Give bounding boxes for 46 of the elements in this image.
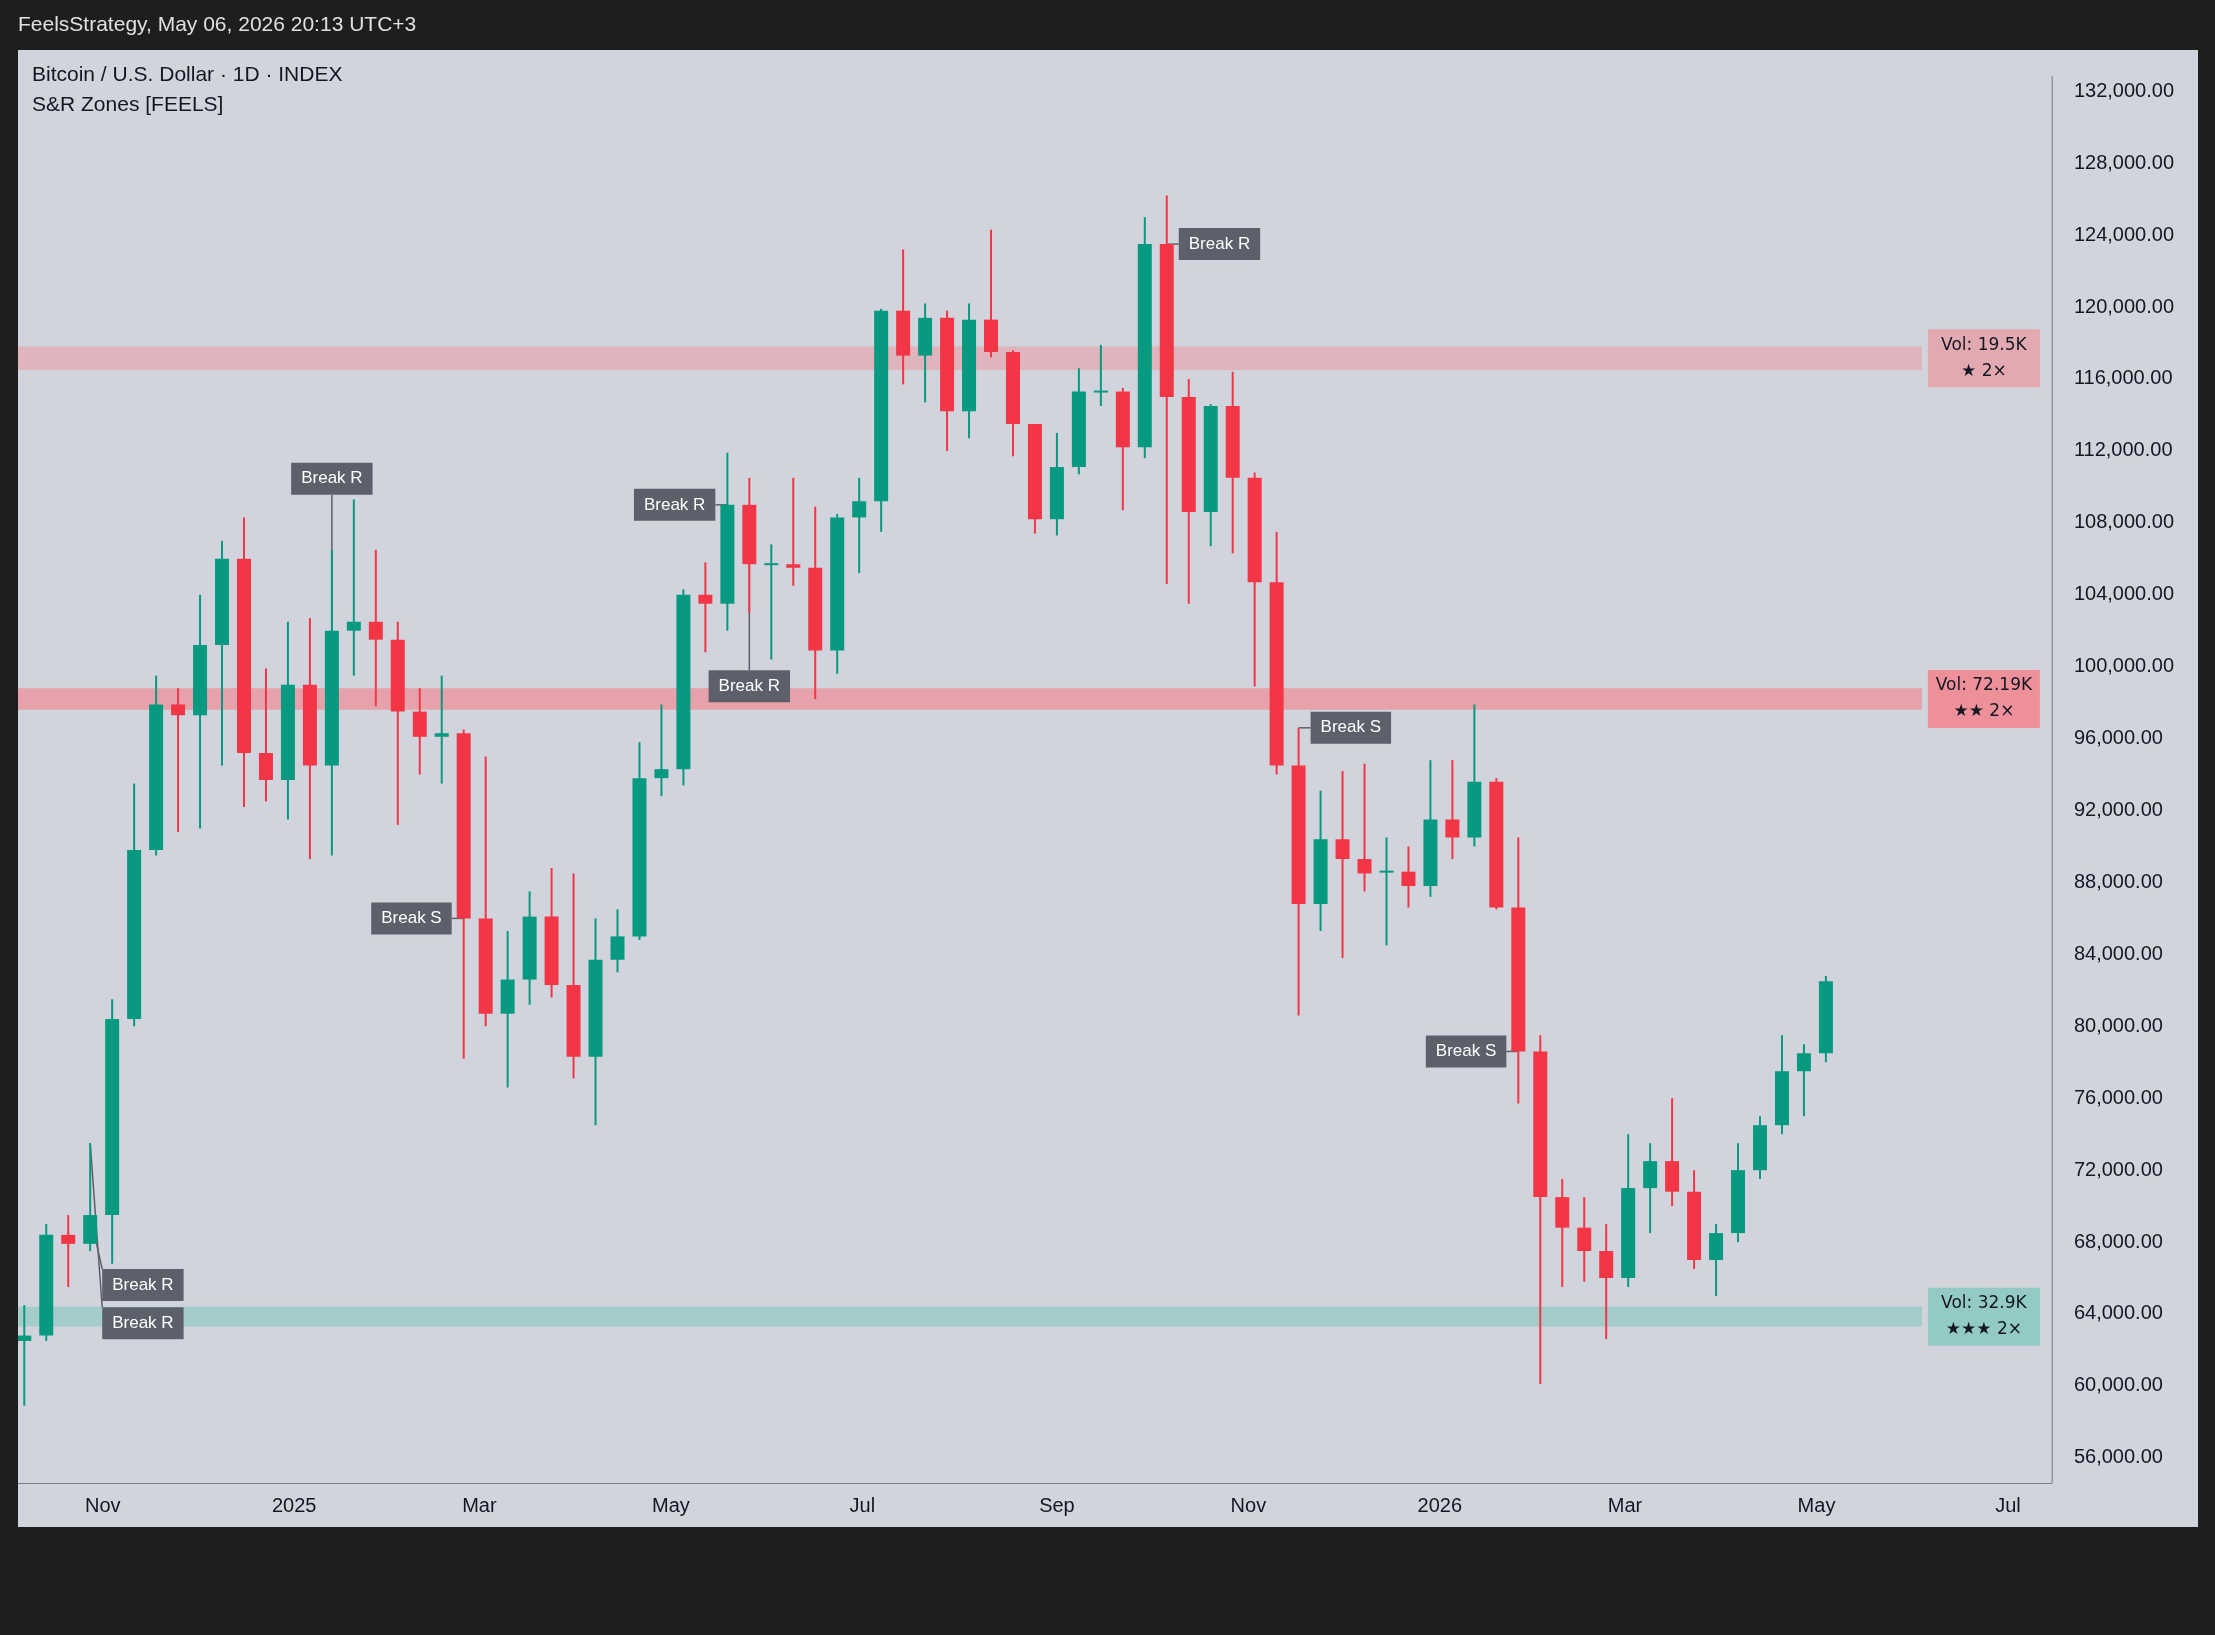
x-tick-label: Nov — [1230, 1493, 1267, 1516]
y-tick-label: 76,000.00 — [2073, 1085, 2163, 1108]
x-tick-label: Mar — [462, 1493, 497, 1516]
band-label: Vol: 19.5K ★ 2× — [1941, 333, 2028, 380]
y-tick-label: 104,000.00 — [2073, 582, 2175, 605]
y-tick-label: 56,000.00 — [2073, 1445, 2163, 1468]
annotation: Break R — [643, 494, 706, 514]
x-tick-label: Jul — [1995, 1493, 2021, 1516]
y-tick-label: 92,000.00 — [2073, 798, 2163, 821]
x-tick-label: 2025 — [271, 1493, 317, 1516]
y-tick-label: 80,000.00 — [2073, 1013, 2163, 1036]
y-tick-label: 88,000.00 — [2073, 869, 2163, 892]
annotation: Break S — [1320, 717, 1382, 737]
text: S&R Zones [FEELS] — [32, 92, 224, 116]
y-tick-label: 128,000.00 — [2073, 150, 2175, 173]
annotation: Break R — [112, 1312, 174, 1332]
x-tick-label: Mar — [1607, 1493, 1643, 1516]
x-tick-label: 2026 — [1417, 1493, 1463, 1516]
y-tick-label: 124,000.00 — [2073, 222, 2175, 245]
y-tick-label: 72,000.00 — [2073, 1157, 2163, 1180]
annotation: Break R — [112, 1274, 174, 1294]
y-tick-label: 60,000.00 — [2073, 1373, 2163, 1396]
y-tick-label: 96,000.00 — [2073, 726, 2163, 749]
x-tick-label: Sep — [1039, 1493, 1075, 1516]
annotation: Break R — [1188, 233, 1251, 253]
annotation: Break S — [381, 908, 442, 928]
chart-title: Bitcoin / U.S. Dollar · 1D · INDEX — [32, 62, 343, 86]
band-label: Vol: 32.9K ★★★ 2× — [1941, 1292, 2028, 1339]
y-tick-label: 84,000.00 — [2073, 941, 2163, 964]
y-tick-label: 116,000.00 — [2073, 366, 2173, 389]
annotation: Break S — [1435, 1041, 1497, 1061]
y-tick-label: 108,000.00 — [2073, 510, 2175, 533]
x-tick-label: May — [651, 1493, 690, 1516]
x-tick-label: Jul — [849, 1493, 876, 1516]
y-tick-label: 112,000.00 — [2073, 438, 2173, 461]
y-tick-label: 120,000.00 — [2073, 294, 2175, 317]
y-tick-label: 100,000.00 — [2073, 654, 2175, 677]
y-tick-label: 68,000.00 — [2073, 1229, 2163, 1252]
text: FeelsStrategy, May 06, 2026 20:13 UTC+3 — [18, 12, 417, 36]
y-tick-label: 64,000.00 — [2073, 1301, 2163, 1324]
annotation: Break R — [718, 675, 781, 695]
y-tick-label: 132,000.00 — [2073, 78, 2175, 101]
x-tick-label: May — [1797, 1493, 1836, 1516]
x-tick-label: Nov — [84, 1493, 121, 1516]
band-label: Vol: 72.19K ★★ 2× — [1935, 674, 2033, 721]
annotation: Break R — [301, 468, 363, 488]
